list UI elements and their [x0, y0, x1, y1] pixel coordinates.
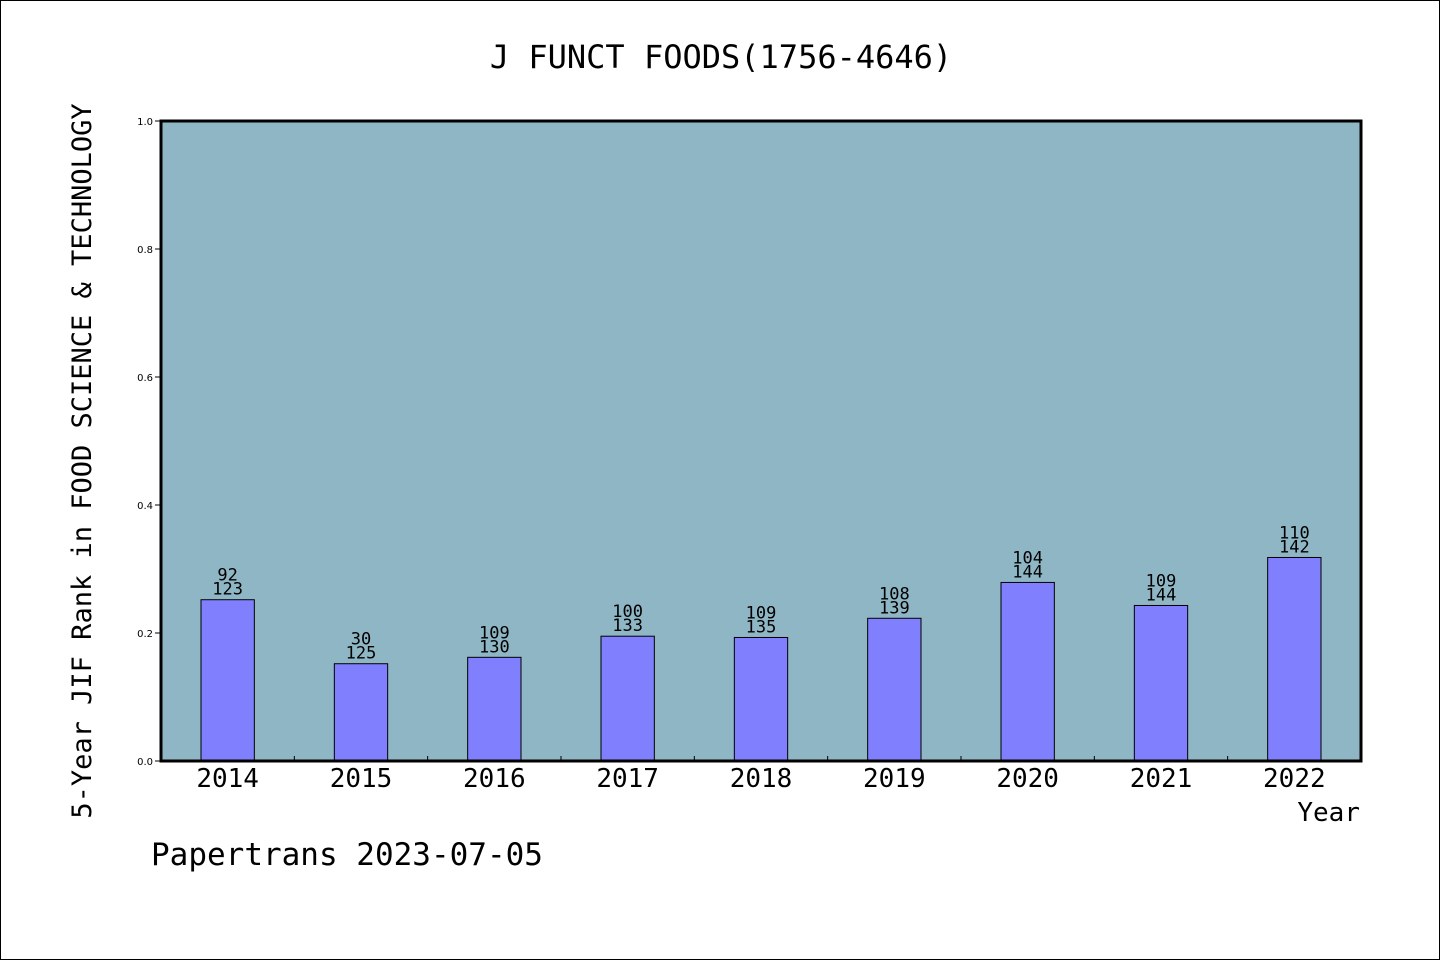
x-tick-label: 2021: [1130, 764, 1193, 794]
bar-total-label: 139: [879, 598, 910, 618]
bar-rank-label: 30: [351, 630, 371, 650]
x-axis-ticks: 2014 2015 2016 2017 2018 2019 2020 2021 2022: [196, 756, 1326, 794]
bar-rank-label: 109: [1146, 571, 1177, 591]
y-axis-ticks: 0.0 0.2 0.4 0.6 0.8 1.0: [137, 117, 161, 768]
bars: [200, 556, 1322, 762]
bar-rank-label: 109: [479, 623, 510, 643]
y-tick-label: 0.2: [137, 629, 153, 640]
x-tick-label: 2020: [996, 764, 1059, 794]
x-tick-label: 2019: [863, 764, 926, 794]
bar-rank-label: 92: [217, 566, 237, 586]
bar-rank-label: 109: [746, 603, 777, 623]
x-tick-label: 2016: [463, 764, 526, 794]
bar-2014: [200, 599, 255, 762]
bar-total-label: 135: [746, 617, 777, 637]
bar-total-label: 144: [1012, 562, 1043, 582]
y-tick-label: 0.6: [137, 373, 153, 384]
bar-2018: [733, 636, 789, 762]
x-tick-label: 2018: [730, 764, 793, 794]
x-tick-label: 2017: [596, 764, 659, 794]
bar-total-label: 125: [346, 644, 377, 664]
bar-2020: [1000, 581, 1055, 762]
chart-title: J FUNCT FOODS(1756-4646): [490, 38, 952, 76]
bar-2015: [333, 663, 389, 762]
bar-rank-label: 110: [1279, 523, 1310, 543]
y-tick-label: 0.8: [137, 245, 153, 256]
bar-2016: [467, 656, 522, 762]
bar-total-label: 144: [1146, 585, 1177, 605]
x-tick-label: 2015: [330, 764, 393, 794]
bar-2019: [867, 617, 922, 762]
bar-total-label: 130: [479, 637, 510, 657]
y-tick-label: 1.0: [137, 117, 153, 128]
bar-2017: [600, 635, 655, 762]
plot-border: [159, 119, 1363, 763]
x-tick-label: 2022: [1263, 764, 1326, 794]
footer-credit: Papertrans 2023-07-05: [151, 837, 543, 873]
bar-2021: [1133, 604, 1189, 762]
bar-rank-label: 104: [1012, 548, 1043, 568]
x-axis-label: Year: [1297, 798, 1360, 828]
bar-total-label: 123: [212, 580, 243, 600]
bar-2022: [1267, 556, 1322, 762]
bar-total-label: 133: [612, 616, 643, 636]
bar-rank-label: 100: [612, 602, 643, 622]
bar-total-label: 142: [1279, 537, 1310, 557]
y-axis-label: 5-Year JIF Rank in FOOD SCIENCE & TECHNO…: [67, 103, 98, 818]
bar-labels: 9212330125109130100133109135108139104144…: [212, 523, 1309, 663]
bar-rank-label: 108: [879, 584, 910, 604]
x-tick-label: 2014: [196, 764, 259, 794]
y-tick-label: 0.4: [137, 501, 153, 512]
y-tick-label: 0.0: [137, 757, 153, 768]
